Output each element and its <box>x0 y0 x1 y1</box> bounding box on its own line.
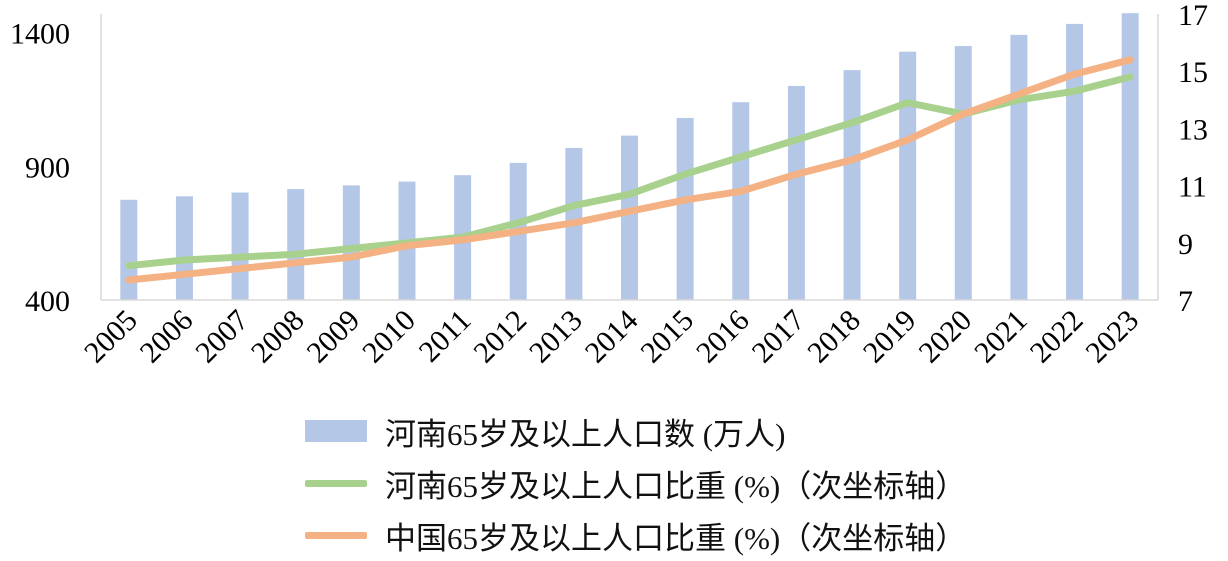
x-tick-label: 2006 <box>134 304 200 370</box>
x-tick-label: 2012 <box>467 304 533 370</box>
bar-2006 <box>175 196 193 300</box>
bar-2020 <box>954 46 972 300</box>
legend-item-china-share: 中国65岁及以上人口比重 (%)（次坐标轴） <box>305 509 1205 561</box>
line-series <box>125 56 1134 284</box>
x-tick-label: 2016 <box>690 304 756 370</box>
legend-label-henan-share: 河南65岁及以上人口比重 (%)（次坐标轴） <box>385 468 967 504</box>
chart-svg: 400 900 1400 7 9 11 13 15 17 20052006200720082009… <box>10 0 1208 369</box>
bar-2007 <box>231 192 249 300</box>
x-tick-label: 2007 <box>189 304 255 370</box>
bar-2018 <box>843 70 861 300</box>
x-tick-label: 2013 <box>523 304 589 370</box>
y-right-tick-label: 13 <box>1178 113 1208 146</box>
x-tick-label: 2010 <box>356 304 422 370</box>
bar-2005 <box>120 199 138 300</box>
bar-2015 <box>676 117 694 300</box>
x-tick-label: 2020 <box>912 304 978 370</box>
x-tick-label: 2019 <box>857 304 923 370</box>
y-right-tick-label: 9 <box>1178 228 1193 261</box>
x-tick-label: 2009 <box>301 304 367 370</box>
legend-item-henan-share: 河南65岁及以上人口比重 (%)（次坐标轴） <box>305 457 1205 509</box>
tick-labels: 400 900 1400 7 9 11 13 15 17 20052006200720082009… <box>10 0 1208 369</box>
x-tick-label: 2017 <box>746 304 812 370</box>
bar-2017 <box>787 85 805 300</box>
legend-swatch-orange-line <box>305 531 367 539</box>
axes <box>100 14 1159 301</box>
x-tick-label: 2018 <box>801 304 867 370</box>
y-left-tick-label: 400 <box>25 285 70 318</box>
x-tick-label: 2014 <box>579 304 645 370</box>
legend-label-henan-population: 河南65岁及以上人口数 (万人) <box>385 416 786 452</box>
y-right-tick-label: 11 <box>1178 171 1207 204</box>
bar-2021 <box>1010 34 1028 300</box>
x-tick-label: 2005 <box>78 304 144 370</box>
bar-2009 <box>342 185 360 300</box>
bar-2014 <box>621 135 638 300</box>
y-left-tick-label: 1400 <box>10 18 70 51</box>
legend-label-china-share: 中国65岁及以上人口比重 (%)（次坐标轴） <box>385 520 967 556</box>
y-right-tick-label: 17 <box>1178 0 1208 32</box>
legend-swatch-green-line <box>305 479 367 487</box>
x-tick-label: 2021 <box>968 304 1034 370</box>
y-right-tick-label: 7 <box>1178 285 1193 318</box>
bar-2023 <box>1121 13 1139 301</box>
legend-swatch-bar <box>305 420 367 442</box>
x-tick-label: 2008 <box>245 304 311 370</box>
bar-2008 <box>287 189 305 300</box>
legend: 河南65岁及以上人口数 (万人) 河南65岁及以上人口比重 (%)（次坐标轴） … <box>305 405 1205 561</box>
y-left-tick-label: 900 <box>25 151 70 184</box>
legend-item-henan-population: 河南65岁及以上人口数 (万人) <box>305 405 1205 457</box>
bar-2019 <box>899 51 917 300</box>
x-tick-label: 2022 <box>1024 304 1090 370</box>
x-tick-label: 2023 <box>1079 304 1145 370</box>
bar-2022 <box>1066 23 1084 301</box>
x-tick-label: 2015 <box>634 304 700 370</box>
y-right-tick-label: 15 <box>1178 56 1208 89</box>
bar-2016 <box>732 102 750 301</box>
x-tick-label: 2011 <box>413 304 478 369</box>
line-china-share <box>125 56 1134 284</box>
